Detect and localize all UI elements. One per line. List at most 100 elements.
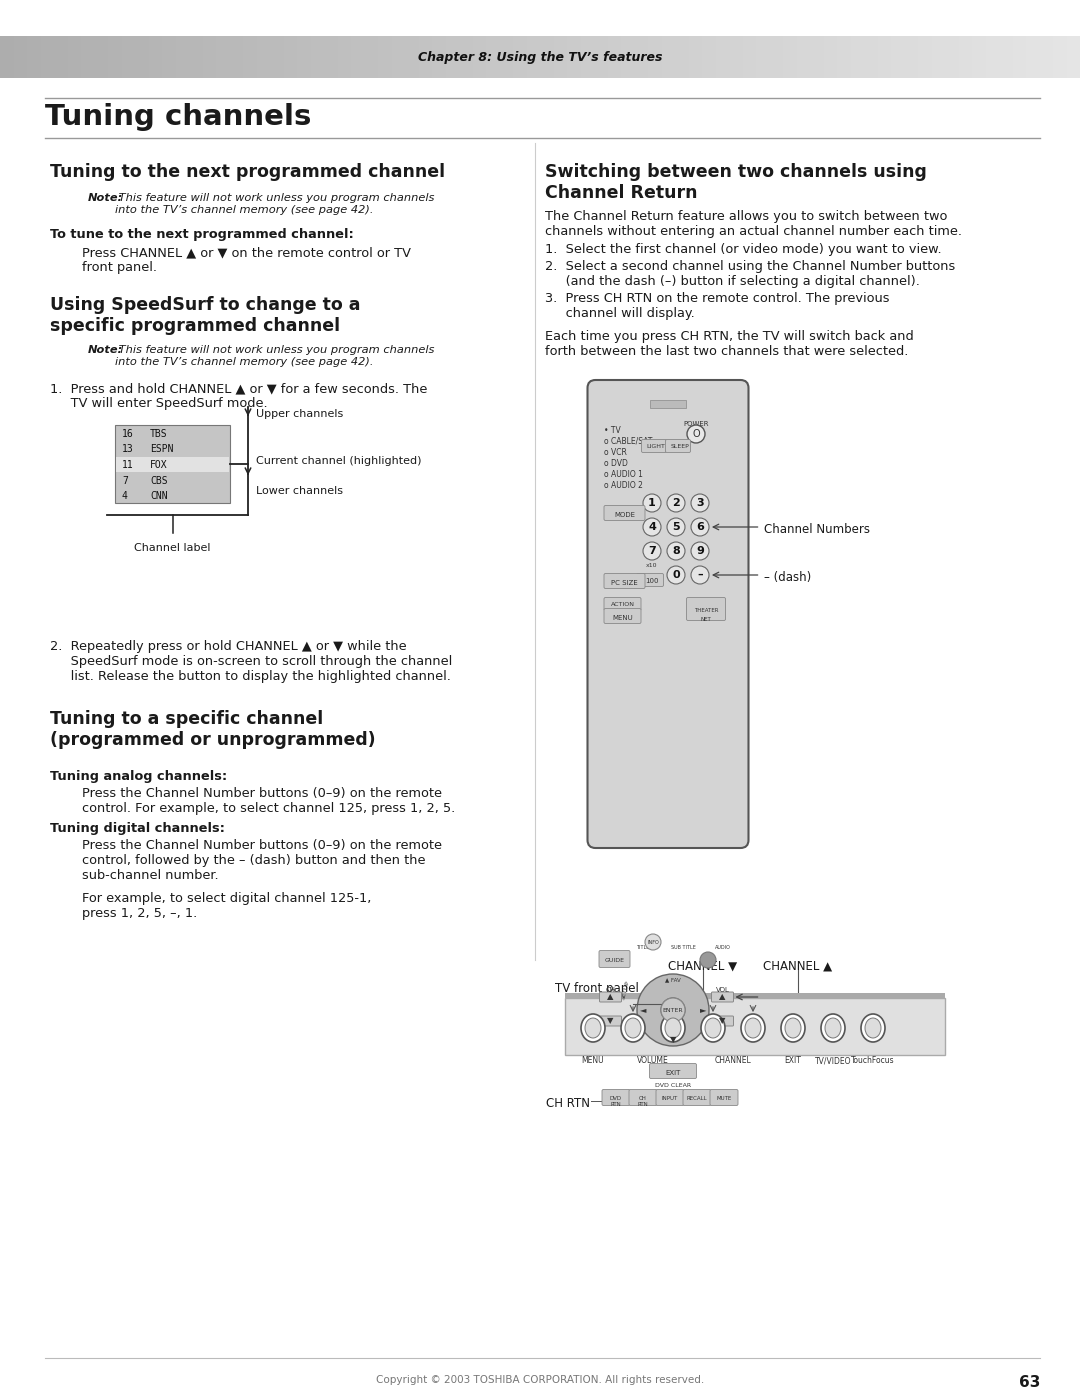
Text: ▲: ▲ [719, 992, 726, 1002]
Bar [864, 36, 878, 78]
Bar [554, 36, 568, 78]
Bar [918, 36, 932, 78]
Bar [114, 425, 230, 503]
Bar [715, 36, 730, 78]
Bar [54, 36, 68, 78]
Bar [270, 36, 284, 78]
Bar [405, 36, 419, 78]
Text: This feature will not work unless you program channels
into the TV’s channel mem: This feature will not work unless you pr… [114, 193, 434, 215]
Bar [446, 36, 460, 78]
Circle shape [700, 951, 716, 968]
Circle shape [667, 518, 685, 536]
Text: ▼: ▼ [719, 1017, 726, 1025]
Text: Lower channels: Lower channels [256, 486, 343, 496]
Text: 7: 7 [122, 475, 127, 486]
Text: Using SpeedSurf to change to a
specific programmed channel: Using SpeedSurf to change to a specific … [50, 296, 361, 335]
Text: 100: 100 [645, 578, 659, 584]
Text: ◄: ◄ [639, 1006, 646, 1014]
Text: 1.  Press and hold CHANNEL ▲ or ▼ for a few seconds. The: 1. Press and hold CHANNEL ▲ or ▼ for a f… [50, 381, 428, 395]
Text: 9: 9 [697, 546, 704, 556]
FancyBboxPatch shape [687, 598, 726, 620]
Circle shape [661, 997, 685, 1023]
Circle shape [691, 518, 708, 536]
Text: VOL: VOL [716, 988, 729, 993]
Bar [565, 993, 945, 997]
Text: 8: 8 [672, 546, 680, 556]
Bar [743, 36, 757, 78]
Text: EXIT: EXIT [665, 1070, 680, 1076]
Bar [1067, 36, 1080, 78]
Bar [810, 36, 824, 78]
Circle shape [643, 495, 661, 511]
Bar [257, 36, 271, 78]
Text: CHANNEL ▲ / ▼: CHANNEL ▲ / ▼ [765, 993, 854, 1006]
FancyBboxPatch shape [604, 598, 642, 610]
Text: 3: 3 [697, 497, 704, 509]
FancyBboxPatch shape [604, 506, 645, 521]
Text: MODE: MODE [615, 511, 635, 518]
Text: ►: ► [700, 1006, 706, 1014]
Bar [837, 36, 851, 78]
Bar [581, 36, 595, 78]
Bar [378, 36, 392, 78]
FancyBboxPatch shape [599, 1016, 621, 1025]
Bar [891, 36, 905, 78]
Text: TV/VIDEO: TV/VIDEO [814, 1056, 851, 1065]
Bar [95, 36, 109, 78]
Text: SLEEP: SLEEP [671, 444, 689, 448]
Ellipse shape [585, 1018, 600, 1038]
Text: ACTION: ACTION [610, 602, 635, 608]
Bar [229, 36, 244, 78]
Text: 11: 11 [122, 460, 134, 469]
Circle shape [667, 495, 685, 511]
Text: o AUDIO 1: o AUDIO 1 [604, 469, 643, 479]
Bar [216, 36, 230, 78]
Bar [565, 997, 945, 1055]
Bar [351, 36, 365, 78]
Circle shape [667, 542, 685, 560]
Text: o AUDIO 2: o AUDIO 2 [604, 481, 643, 490]
Ellipse shape [705, 1018, 721, 1038]
Text: ▼: ▼ [670, 1035, 676, 1045]
Text: INPUT: INPUT [662, 1097, 678, 1101]
Bar [0, 36, 14, 78]
Text: channel will display.: channel will display. [545, 307, 694, 320]
Bar [486, 36, 500, 78]
Bar [283, 36, 298, 78]
Text: Note:: Note: [87, 193, 123, 203]
Text: CH: CH [606, 988, 616, 993]
Text: CHANNEL: CHANNEL [715, 1056, 752, 1065]
Ellipse shape [825, 1018, 841, 1038]
Text: Channel Numbers: Channel Numbers [765, 522, 870, 536]
Ellipse shape [865, 1018, 881, 1038]
Text: The Channel Return feature allows you to switch between two
channels without ent: The Channel Return feature allows you to… [545, 210, 962, 237]
Circle shape [643, 518, 661, 536]
Text: INFO: INFO [647, 940, 659, 944]
Bar [650, 400, 686, 408]
Text: DVD CLEAR: DVD CLEAR [654, 1083, 691, 1088]
Bar [621, 36, 635, 78]
Text: MENU: MENU [582, 1056, 605, 1065]
Text: Tuning analog channels:: Tuning analog channels: [50, 770, 227, 782]
Text: 4: 4 [122, 492, 127, 502]
Text: Press the Channel Number buttons (0–9) on the remote
control. For example, to se: Press the Channel Number buttons (0–9) o… [82, 787, 456, 814]
Text: LIGHT: LIGHT [647, 444, 665, 448]
Text: MENU: MENU [612, 615, 633, 622]
Bar [1026, 36, 1040, 78]
Text: Note:: Note: [87, 345, 123, 355]
Bar [661, 36, 676, 78]
Text: MUTE: MUTE [716, 1097, 731, 1101]
Text: 1: 1 [648, 497, 656, 509]
Text: list. Release the button to display the highlighted channel.: list. Release the button to display the … [50, 671, 450, 683]
Text: Tuning digital channels:: Tuning digital channels: [50, 821, 225, 835]
Text: Press CHANNEL ▲ or ▼ on the remote control or TV
front panel.: Press CHANNEL ▲ or ▼ on the remote contr… [82, 246, 410, 274]
Text: Tuning to the next programmed channel: Tuning to the next programmed channel [50, 163, 445, 182]
Text: Switching between two channels using
Channel Return: Switching between two channels using Cha… [545, 163, 927, 201]
Text: SpeedSurf mode is on-screen to scroll through the channel: SpeedSurf mode is on-screen to scroll th… [50, 655, 453, 668]
Bar [594, 36, 608, 78]
Bar [135, 36, 149, 78]
Text: Copyright © 2003 TOSHIBA CORPORATION. All rights reserved.: Copyright © 2003 TOSHIBA CORPORATION. Al… [376, 1375, 704, 1384]
Circle shape [691, 542, 708, 560]
Text: CH RTN: CH RTN [546, 1097, 591, 1111]
Ellipse shape [781, 1014, 805, 1042]
